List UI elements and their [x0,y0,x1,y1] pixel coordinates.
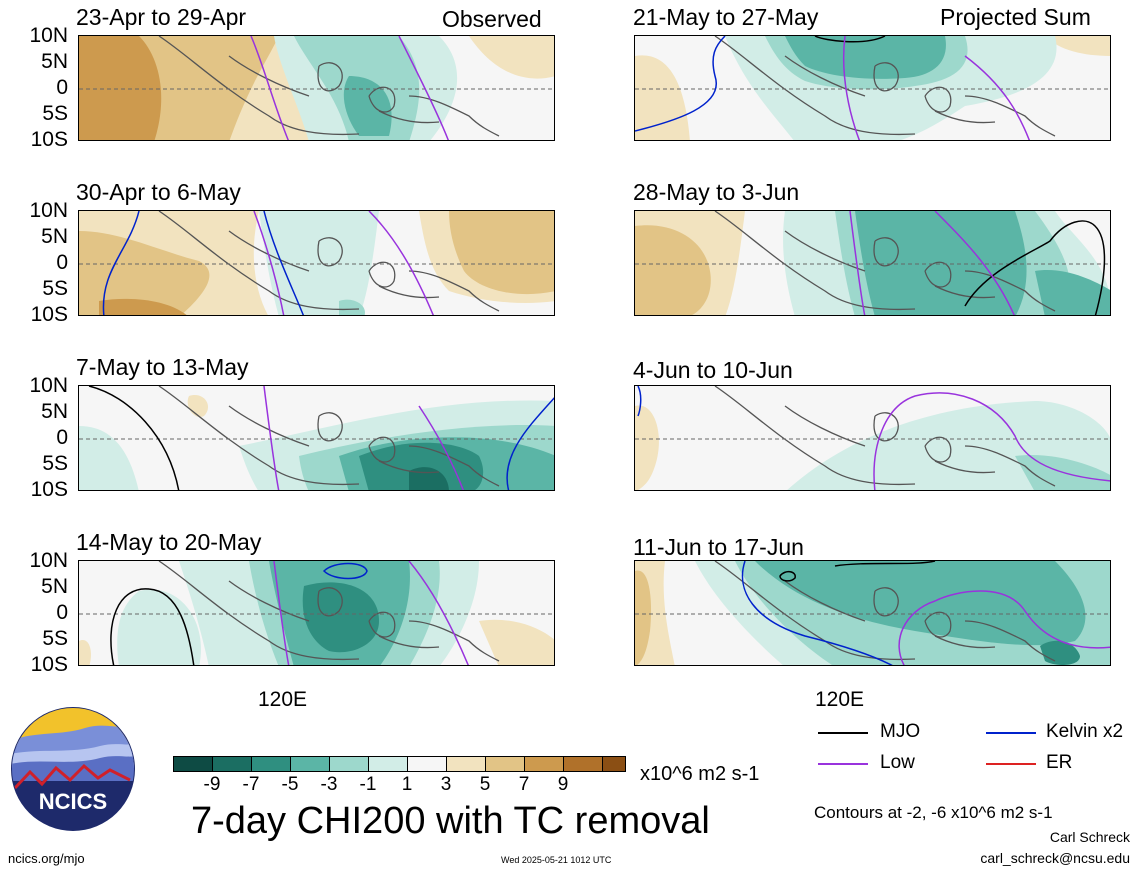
lat-label: 10S [30,128,68,151]
colorbar-tick: -7 [242,774,260,795]
legend-line-kelvin [986,732,1036,734]
lat-label: 0 [56,251,68,274]
footer-url: ncics.org/mjo [8,851,85,866]
ncics-logo: NCICS [10,706,136,832]
map-panel-21may [634,35,1111,141]
colorbar-tick: 7 [518,774,530,795]
projected-sum-label: Projected Sum [940,4,1091,30]
lat-label: 5N [41,225,68,248]
colorbar-tick: -3 [320,774,338,795]
colorbar-tick: 3 [440,774,452,795]
map-panel-4jun [634,385,1111,491]
legend-label-low: Low [880,752,915,773]
panel-title: 28-May to 3-Jun [633,179,800,205]
lat-label: 5S [42,452,68,475]
lat-label: 5N [41,50,68,73]
legend-label-mjo: MJO [880,721,921,742]
lat-label: 10S [30,478,68,501]
colorbar-swatch [524,756,564,772]
colorbar-swatch [368,756,408,772]
lat-label: 5S [42,277,68,300]
lat-label: 10N [29,374,68,397]
colorbar-swatch [446,756,486,772]
map-panel-14may [78,560,555,666]
panel-title: 23-Apr to 29-Apr [76,4,247,30]
lat-label: 5N [41,575,68,598]
lon-label: 120E [815,688,865,711]
colorbar-swatch [251,756,291,772]
panel-title: 4-Jun to 10-Jun [633,357,793,383]
main-title: 7-day CHI200 with TC removal [191,800,710,842]
footer-email: carl_schreck@ncsu.edu [980,850,1130,866]
lat-label: 10N [29,199,68,222]
footer-timestamp: Wed 2025-05-21 1012 UTC [501,855,612,865]
panel-title: 7-May to 13-May [76,354,249,380]
lat-label: 5S [42,627,68,650]
colorbar-tick: -5 [281,774,299,795]
colorbar-tick: -9 [203,774,221,795]
contour-note: Contours at -2, -6 x10^6 m2 s-1 [814,803,1053,822]
map-panel-7may [78,385,555,491]
legend-line-mjo [818,732,868,734]
legend-label-kelvin: Kelvin x2 [1046,721,1124,742]
legend-label-er: ER [1046,752,1073,773]
colorbar-units: x10^6 m2 s-1 [640,763,760,785]
colorbar-swatch [173,756,213,772]
panel-title: 21-May to 27-May [633,4,819,30]
colorbar-swatch [290,756,330,772]
lat-label: 10S [30,653,68,676]
logo-text: NCICS [39,789,107,814]
map-panel-30apr [78,210,555,316]
lon-label: 120E [258,688,308,711]
legend-line-er [986,763,1036,765]
lat-label: 0 [56,426,68,449]
panel-title: 30-Apr to 6-May [76,179,241,205]
observed-label: Observed [442,6,542,32]
colorbar-tick: 9 [557,774,569,795]
lat-label: 10S [30,303,68,326]
panel-title: 14-May to 20-May [76,529,262,555]
colorbar-tick: 5 [479,774,491,795]
lat-label: 0 [56,601,68,624]
colorbar-swatch [563,756,603,772]
lat-label: 10N [29,549,68,572]
colorbar-swatch [329,756,369,772]
colorbar-swatch [407,756,447,772]
lat-label: 5N [41,400,68,423]
colorbar-swatch [602,756,626,772]
colorbar-tick: 1 [401,774,413,795]
lat-label: 0 [56,76,68,99]
map-panel-23apr [78,35,555,141]
lat-label: 5S [42,102,68,125]
colorbar-swatch [485,756,525,772]
lat-label: 10N [29,24,68,47]
map-panel-11jun [634,560,1111,666]
colorbar-swatch [212,756,252,772]
legend-line-low [818,763,868,765]
map-panel-28may [634,210,1111,316]
footer-author: Carl Schreck [1049,829,1130,845]
colorbar-tick: -1 [359,774,377,795]
panel-title: 11-Jun to 17-Jun [633,534,804,560]
